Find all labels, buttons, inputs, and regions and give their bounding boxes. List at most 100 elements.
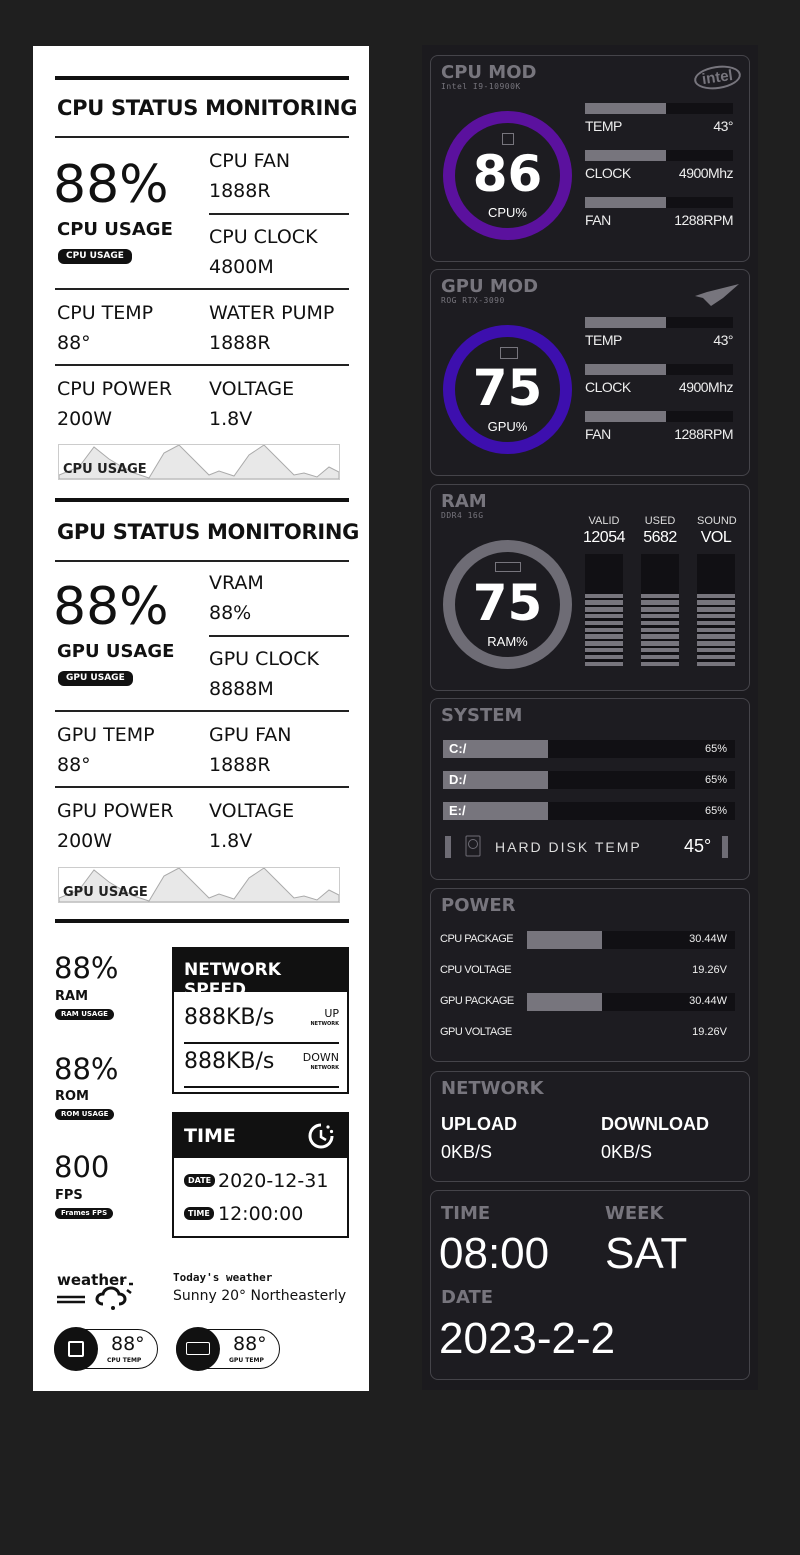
- metric-bar: [585, 103, 733, 114]
- meter-segment: [641, 620, 679, 626]
- meter-segment: [641, 661, 679, 666]
- metric-label: CLOCK: [585, 165, 631, 181]
- divider: [55, 76, 349, 80]
- clock-icon: [308, 1123, 334, 1149]
- cpu-temp-badge-value: 88°: [111, 1333, 145, 1355]
- date-value: 2023-2-2: [439, 1314, 616, 1363]
- cpu-voltage-label: VOLTAGE: [209, 378, 295, 400]
- power-bar-fill: [527, 931, 602, 949]
- meter-segment: [697, 641, 735, 646]
- cpu-usage-unit: CPU%: [487, 205, 527, 220]
- meter-segment: [585, 647, 623, 653]
- disk-temp-label: HARD DISK TEMP: [495, 839, 642, 855]
- divider: [55, 136, 349, 138]
- metric-value: 4900Mhz: [678, 165, 734, 181]
- network-speed-title: NETWORK SPEED: [174, 949, 347, 1000]
- water-pump-label: WATER PUMP: [209, 302, 335, 324]
- gpu-usage-value: 75: [472, 359, 543, 417]
- cpu-voltage-value: 1.8V: [209, 408, 253, 430]
- ram-stick-icon: [495, 562, 521, 572]
- ram-column-label: SOUND: [697, 515, 737, 527]
- cpu-mod-subtitle: Intel I9-10900K: [441, 82, 521, 91]
- gpu-voltage-label: VOLTAGE: [209, 800, 295, 822]
- meter-segment: [697, 654, 735, 660]
- meter-segment: [641, 634, 679, 639]
- week-value: SAT: [605, 1229, 688, 1278]
- cpu-fan-label: CPU FAN: [209, 150, 291, 172]
- drive-label: E:/: [449, 803, 466, 818]
- gpu-usage-label: GPU USAGE: [57, 641, 175, 662]
- power-label: CPU PACKAGE: [440, 933, 514, 945]
- gpu-temp-badge-value: 88°: [233, 1333, 267, 1355]
- gpu-card-icon: [176, 1327, 220, 1371]
- ram-column-value: 12054: [583, 529, 626, 546]
- divider: [55, 710, 349, 712]
- network-card: NETWORK UPLOAD 0KB/S DOWNLOAD 0KB/S: [430, 1071, 750, 1182]
- gpu-fan-value: 1888R: [209, 754, 271, 776]
- ram-usage-ring: 75 RAM%: [443, 540, 572, 669]
- gpu-mod-title: GPU MOD: [441, 276, 539, 297]
- time-tag: TIME: [184, 1207, 214, 1220]
- time-label: TIME: [441, 1203, 491, 1224]
- download-label: DOWNLOAD: [601, 1114, 709, 1134]
- metric-bar-fill: [585, 317, 667, 328]
- metric-label: TEMP: [585, 118, 622, 134]
- meter-segment: [641, 593, 679, 598]
- power-value: 19.26V: [692, 964, 727, 976]
- gpu-temp-badge: 88° GPU TEMP: [176, 1327, 280, 1371]
- up-label: UP: [324, 1007, 339, 1020]
- ram-subtitle: DDR4 16G: [441, 511, 484, 520]
- gpu-temp-value: 88°: [57, 754, 91, 776]
- meter-segment: [697, 634, 735, 639]
- meter-segment: [585, 593, 623, 598]
- gpu-temp-label: GPU TEMP: [57, 724, 155, 746]
- meter-segment: [697, 661, 735, 666]
- drive-usage-bar: [443, 771, 735, 789]
- divider: [55, 498, 349, 502]
- meter-segment: [697, 620, 735, 626]
- drive-bar-fill: [443, 802, 549, 820]
- gpu-clock-value: 8888M: [209, 678, 274, 700]
- weather-logo: weather: [57, 1271, 127, 1289]
- cpu-chip-icon: [502, 133, 514, 145]
- date-tag: DATE: [184, 1174, 216, 1187]
- gpu-temp-badge-label: GPU TEMP: [229, 1357, 264, 1364]
- meter-segment: [697, 613, 735, 619]
- power-bar-fill: [527, 993, 602, 1011]
- metric-value: 1288RPM: [674, 212, 733, 228]
- divider: [722, 836, 728, 858]
- metric-value: 43°: [713, 332, 733, 348]
- meter-segment: [697, 627, 735, 632]
- vram-label: VRAM: [209, 572, 264, 594]
- cpu-temp-badge-label: CPU TEMP: [107, 1357, 142, 1364]
- metric-label: CLOCK: [585, 379, 631, 395]
- power-title: POWER: [441, 895, 516, 916]
- cpu-mod-title: CPU MOD: [441, 62, 537, 83]
- gpu-graph-label: GPU USAGE: [63, 885, 148, 900]
- ram-column-value: 5682: [643, 529, 677, 546]
- gpu-usage-unit: GPU%: [487, 419, 528, 434]
- upload-label: UPLOAD: [441, 1114, 517, 1134]
- ram-column-label: VALID: [588, 515, 620, 527]
- weather-text: Sunny 20° Northeasterly: [173, 1288, 347, 1304]
- date-value: 2020-12-31: [218, 1170, 329, 1192]
- meter-segment: [585, 613, 623, 619]
- meter-segment: [585, 661, 623, 666]
- meter-segment: [585, 634, 623, 639]
- drive-label: C:/: [449, 741, 467, 756]
- gpu-card-icon: [500, 347, 518, 359]
- rom-pill: ROM USAGE: [55, 1109, 115, 1120]
- divider: [55, 786, 349, 788]
- ram-title: RAM: [441, 491, 487, 512]
- drive-usage-bar: [443, 802, 735, 820]
- metric-label: FAN: [585, 212, 611, 228]
- ram-pill: RAM USAGE: [55, 1009, 114, 1020]
- down-sub: NETWORK: [310, 1065, 339, 1071]
- ram-usage-unit: RAM%: [487, 634, 528, 649]
- date-label: DATE: [441, 1287, 494, 1308]
- meter-segment: [641, 641, 679, 646]
- light-monitor-panel: CPU STATUS MONITORING 88% CPU USAGE CPU …: [33, 46, 369, 1391]
- meter-segment: [641, 600, 679, 605]
- divider: [184, 1042, 339, 1044]
- meter-segment: [585, 600, 623, 605]
